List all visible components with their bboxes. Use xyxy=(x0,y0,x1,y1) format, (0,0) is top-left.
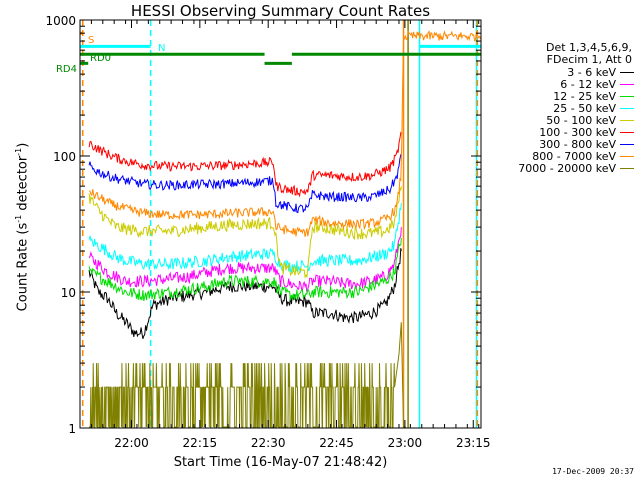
x-axis-label: Start Time (16-May-07 21:48:42) xyxy=(173,455,388,470)
x-tick-label-22-00: 22:00 xyxy=(114,436,149,450)
series-line-6-12-kev xyxy=(88,227,402,293)
x-tick-label-22-45: 22:45 xyxy=(319,436,354,450)
status-label-rd4: RD4 xyxy=(56,64,77,75)
legend-swatch-100-300-kev xyxy=(620,131,634,133)
y-tick-label-1000: 1000 xyxy=(45,14,76,28)
series-line-800-7000-kev xyxy=(88,29,482,237)
x-tick-label-22-15: 22:15 xyxy=(183,436,218,450)
y-tick-label-1: 1 xyxy=(68,422,76,436)
legend-label-6-12-kev: 6 - 12 keV xyxy=(560,77,616,91)
legend-swatch-12-25-kev xyxy=(620,95,634,97)
series-line-50-100-kev xyxy=(88,186,402,279)
chart-title: HESSI Observing Summary Count Rates xyxy=(130,2,431,20)
legend-header-line-2: FDecim 1, Att 0 xyxy=(546,53,632,66)
legend-label-7000-20000-kev: 7000 - 20000 keV xyxy=(518,161,616,175)
legend-rows: 3 - 6 keV 6 - 12 keV 12 - 25 keV 25 - 50 ke… xyxy=(496,65,638,175)
legend-swatch-7000-20000-kev xyxy=(620,167,634,169)
legend-label-300-800-kev: 300 - 800 keV xyxy=(539,137,616,151)
legend-entry-100-300-kev: 100 - 300 keV xyxy=(496,125,638,139)
series-line-3-6-kev xyxy=(88,248,402,339)
series-100-300-kev xyxy=(88,131,402,198)
legend-entry-3-6-kev: 3 - 6 keV xyxy=(496,65,638,79)
status-bar-layer: S N RD4 RD0 xyxy=(56,31,481,75)
legend-label-25-50-kev: 25 - 50 keV xyxy=(553,101,616,115)
legend-entry-50-100-kev: 50 - 100 keV xyxy=(496,113,638,127)
legend-entry-6-12-kev: 6 - 12 keV xyxy=(496,77,638,91)
legend-entry-12-25-kev: 12 - 25 keV xyxy=(496,89,638,103)
legend-label-800-7000-kev: 800 - 7000 keV xyxy=(532,149,616,163)
legend-swatch-300-800-kev xyxy=(620,143,634,145)
y-tick-label-10: 10 xyxy=(61,286,76,300)
series-layer xyxy=(88,29,482,428)
status-label-s: S xyxy=(88,35,94,46)
series-300-800-kev xyxy=(88,153,402,214)
legend-label-50-100-kev: 50 - 100 keV xyxy=(546,113,616,127)
y-axis-label: Count Rate (s-1 detector-1) xyxy=(14,142,31,312)
legend-swatch-6-12-kev xyxy=(620,83,634,85)
series-line-300-800-kev xyxy=(88,153,402,214)
series-line-25-50-kev xyxy=(88,203,402,274)
series-line-12-25-kev xyxy=(88,237,402,302)
series-7000-20000-kev xyxy=(89,322,406,428)
legend-label-100-300-kev: 100 - 300 keV xyxy=(539,125,616,139)
series-50-100-kev xyxy=(88,186,402,279)
legend-header-line-1: Det 1,3,4,5,6,9, xyxy=(545,41,632,54)
legend-entry-800-7000-kev: 800 - 7000 keV xyxy=(496,149,638,163)
series-3-6-kev xyxy=(88,248,402,339)
legend-label-12-25-kev: 12 - 25 keV xyxy=(553,89,616,103)
legend: Det 1,3,4,5,6,9, FDecim 1, Att 0 3 - 6 k… xyxy=(496,41,638,175)
footer-date: 17-Dec-2009 20:37 xyxy=(552,467,634,476)
status-label-n: N xyxy=(158,43,165,54)
x-tick-label-22-30: 22:30 xyxy=(251,436,286,450)
axes-layer: 22:00 22:15 22:30 22:45 23:00 23:15 1 10 100 1000 xyxy=(45,14,490,450)
series-6-12-kev xyxy=(88,227,402,293)
series-line-7000-20000-kev xyxy=(89,322,406,428)
legend-swatch-800-7000-kev xyxy=(620,155,634,157)
plot-frame xyxy=(79,19,482,429)
series-800-7000-kev xyxy=(88,29,482,237)
marker-layer xyxy=(81,20,479,428)
series-12-25-kev xyxy=(88,237,402,302)
x-tick-label-23-15: 23:15 xyxy=(456,436,491,450)
legend-entry-7000-20000-kev: 7000 - 20000 keV xyxy=(496,161,638,175)
legend-swatch-3-6-kev xyxy=(620,71,634,73)
legend-label-3-6-kev: 3 - 6 keV xyxy=(567,65,616,79)
legend-entry-300-800-kev: 300 - 800 keV xyxy=(496,137,638,151)
y-tick-label-100: 100 xyxy=(53,150,76,164)
series-25-50-kev xyxy=(88,203,402,274)
legend-swatch-50-100-kev xyxy=(620,119,634,121)
series-line-100-300-kev xyxy=(88,131,402,198)
status-label-rd0: RD0 xyxy=(90,53,111,64)
x-tick-label-23-00: 23:00 xyxy=(388,436,423,450)
legend-entry-25-50-kev: 25 - 50 keV xyxy=(496,101,638,115)
legend-swatch-25-50-kev xyxy=(620,107,634,109)
